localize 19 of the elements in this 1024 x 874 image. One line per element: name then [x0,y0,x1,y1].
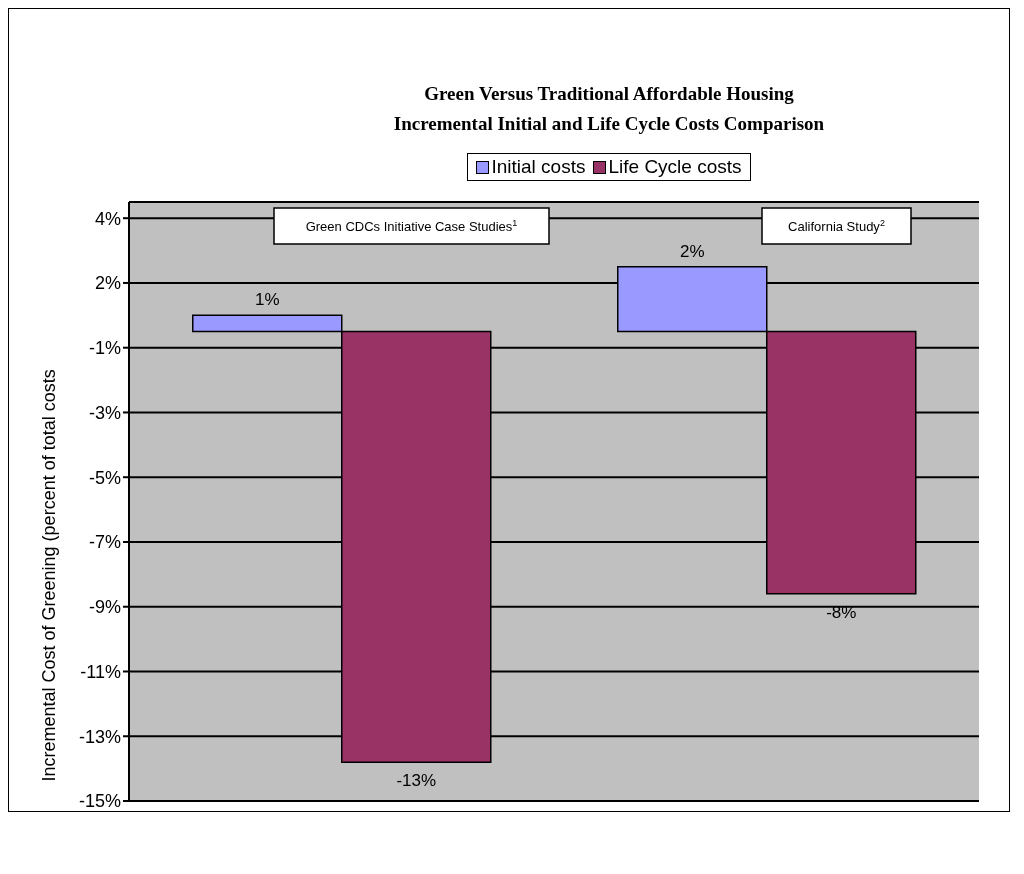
y-tick-label: -1% [88,338,121,359]
y-tick-label: -13% [78,726,121,747]
y-tick-label: -3% [88,402,121,423]
x-tick-label: California Study$^{2}$ [788,218,885,234]
y-tick-label: -5% [88,467,121,488]
chart-title: Green Versus Traditional Affordable Housing Incremental Initial and Life Cycle Costs Comparison [392,82,826,136]
y-tick-label: 4% [94,208,121,229]
x-tick-label: Green CDCs Initiative Case Studies$^{1}$ [305,218,518,234]
y-tick-label: -9% [88,597,121,618]
data-label: 1% [254,290,280,310]
y-axis-title: Incremental Cost of Greening (percent of total costs [39,369,60,782]
data-label: 2% [679,241,705,261]
data-label: -13% [396,771,437,791]
legend-label: Life Cycle costs [607,156,742,178]
y-tick-label: -11% [80,661,121,682]
y-tick-label: -7% [88,532,121,553]
y-tick-label: -15% [78,791,121,812]
y-tick-label: 2% [94,273,121,294]
legend-label: Initial costs [490,156,586,178]
